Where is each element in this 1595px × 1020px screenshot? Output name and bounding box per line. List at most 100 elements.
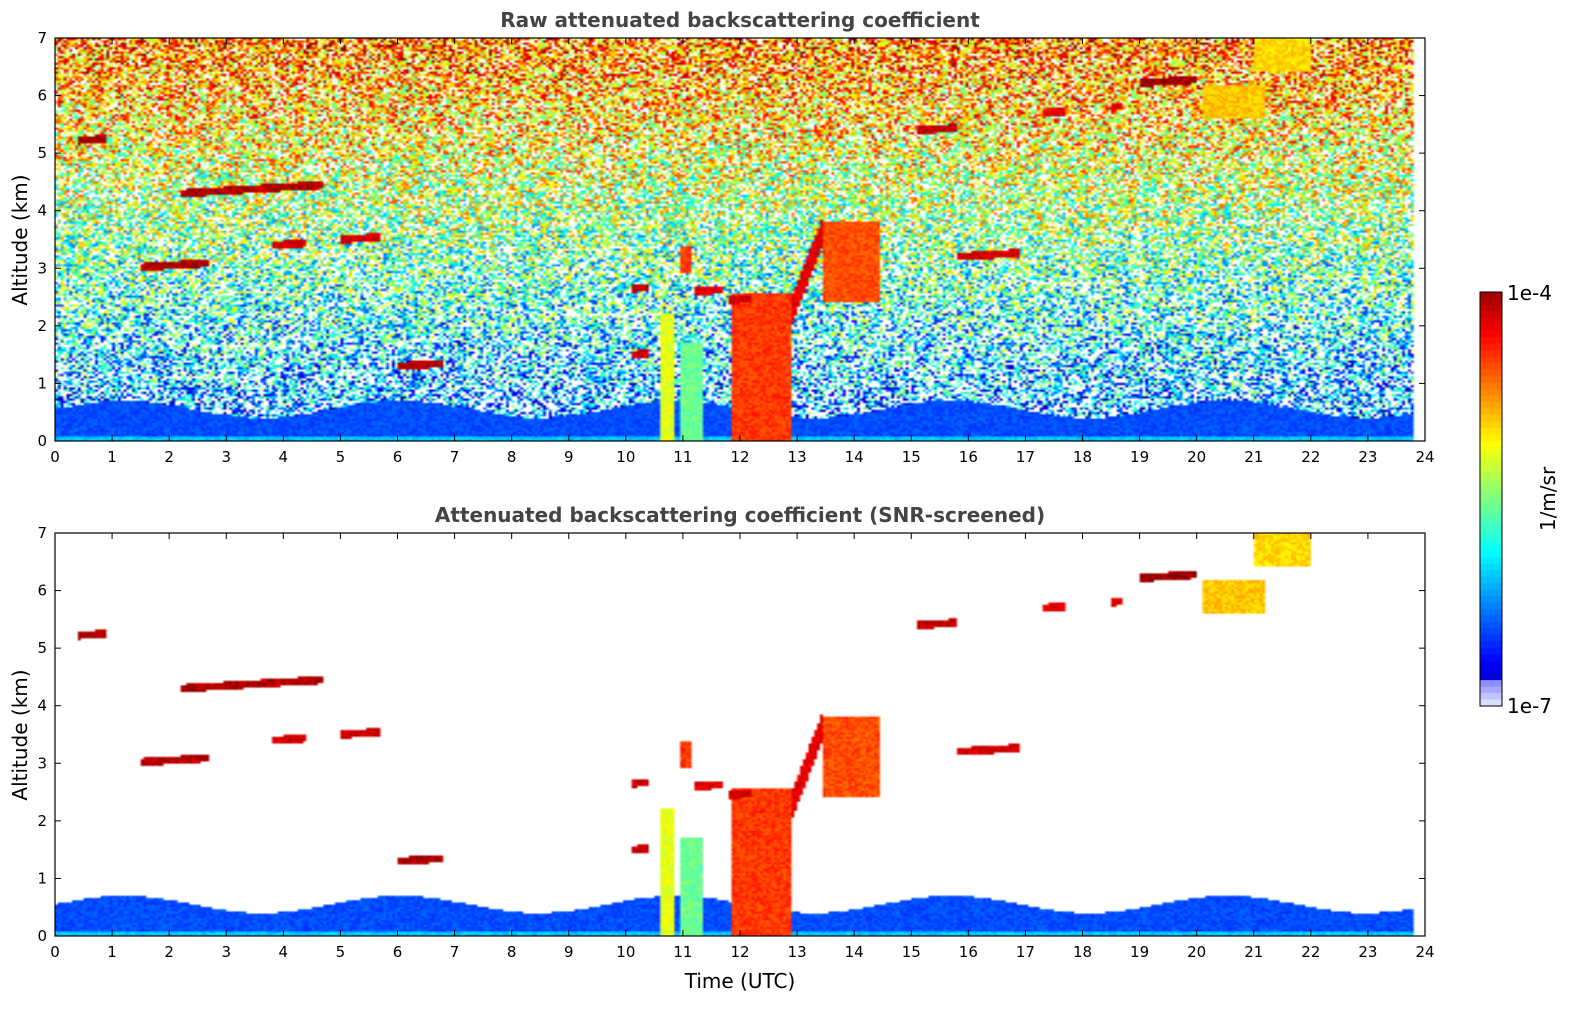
colorbar-band [1480, 537, 1502, 545]
x-tick-label: 18 [1073, 448, 1092, 466]
colorbar-band [1480, 563, 1502, 571]
colorbar-band [1480, 460, 1502, 468]
x-tick-label: 13 [788, 448, 807, 466]
colorbar-band [1480, 499, 1502, 507]
colorbar-band [1480, 602, 1502, 610]
y-tick-label: 4 [37, 202, 47, 220]
colorbar-band [1480, 376, 1502, 384]
x-tick-label: 11 [673, 943, 692, 961]
x-tick-label: 16 [959, 943, 978, 961]
colorbar-band [1480, 304, 1502, 313]
colorbar-band [1480, 369, 1502, 377]
colorbar-unit-label: 1/m/sr [1536, 466, 1560, 531]
colorbar-band [1480, 570, 1502, 578]
colorbar-band [1480, 298, 1502, 306]
y-tick-label: 2 [37, 317, 47, 335]
x-tick-label: 19 [1130, 943, 1149, 961]
x-tick-label: 10 [616, 943, 635, 961]
colorbar-band [1480, 634, 1502, 642]
colorbar-band [1480, 363, 1502, 371]
x-tick-label: 3 [221, 448, 231, 466]
colorbar-band [1480, 414, 1502, 422]
x-tick-label: 20 [1187, 448, 1206, 466]
x-tick-label: 15 [902, 943, 921, 961]
x-tick-label: 4 [279, 448, 289, 466]
colorbar-band [1480, 350, 1502, 358]
colorbar-band [1480, 628, 1502, 636]
x-tick-label: 2 [164, 448, 174, 466]
colorbar-band [1480, 324, 1502, 332]
x-tick-label: 6 [393, 943, 403, 961]
x-tick-label: 9 [564, 943, 574, 961]
colorbar-band [1480, 693, 1502, 701]
x-tick-label: 2 [164, 943, 174, 961]
colorbar-band [1480, 544, 1502, 552]
x-tick-label: 21 [1244, 448, 1263, 466]
x-tick-label: 8 [507, 943, 517, 961]
x-tick-label: 7 [450, 943, 460, 961]
colorbar-band [1480, 440, 1502, 448]
colorbar-band [1480, 621, 1502, 629]
colorbar-band [1480, 311, 1502, 319]
colorbar-band [1480, 660, 1502, 668]
bottom-axes: 0 1 2 3 4 5 6 7 8 9 10 11 12 13 14 15 16 17 18 19 20 21 22 23 24… [37, 524, 1434, 961]
colorbar-band [1480, 583, 1502, 591]
x-tick-label: 5 [336, 448, 346, 466]
y-tick-label: 3 [37, 259, 47, 277]
x-tick-label: 8 [507, 448, 517, 466]
y-tick-label: 1 [37, 869, 47, 887]
colorbar-band [1480, 615, 1502, 623]
colorbar-band [1480, 292, 1502, 300]
x-tick-label: 12 [730, 943, 749, 961]
colorbar-max-label: 1e-4 [1507, 281, 1552, 305]
colorbar-band [1480, 686, 1502, 694]
raw-backscatter-heatmap [55, 38, 1425, 441]
x-tick-label: 3 [221, 943, 231, 961]
x-tick-label: 23 [1358, 448, 1377, 466]
y-tick-label: 7 [37, 524, 47, 542]
colorbar [1480, 292, 1502, 707]
x-tick-label: 15 [902, 448, 921, 466]
colorbar-band [1480, 524, 1502, 532]
y-tick-label: 0 [37, 927, 47, 945]
colorbar-band [1480, 401, 1502, 410]
colorbar-band [1480, 680, 1502, 688]
x-tick-label: 17 [1016, 448, 1035, 466]
x-tick-label: 16 [959, 448, 978, 466]
x-tick-label: 21 [1244, 943, 1263, 961]
colorbar-band [1480, 576, 1502, 584]
y-tick-label: 5 [37, 639, 47, 657]
colorbar-band [1480, 492, 1502, 500]
x-tick-label: 24 [1415, 943, 1434, 961]
x-tick-label: 0 [50, 943, 60, 961]
colorbar-band [1480, 434, 1502, 442]
x-tick-label: 4 [279, 943, 289, 961]
y-tick-label: 2 [37, 812, 47, 830]
snr-screened-backscatter-heatmap [55, 533, 1425, 936]
x-tick-label: 9 [564, 448, 574, 466]
top-panel-title: Raw attenuated backscattering coefficien… [500, 8, 980, 32]
colorbar-band [1480, 466, 1502, 474]
colorbar-band [1480, 673, 1502, 681]
y-tick-label: 0 [37, 432, 47, 450]
colorbar-min-label: 1e-7 [1507, 694, 1552, 718]
colorbar-band [1480, 473, 1502, 481]
colorbar-band [1480, 408, 1502, 416]
top-axes: 0 1 2 3 4 5 6 7 8 9 10 11 12 13 14 15 16 17 18 19 20 21 22 23 24… [37, 29, 1434, 466]
colorbar-band [1480, 596, 1502, 604]
y-tick-label: 1 [37, 374, 47, 392]
x-axis-label: Time (UTC) [684, 969, 796, 993]
x-tick-label: 6 [393, 448, 403, 466]
x-tick-label: 17 [1016, 943, 1035, 961]
colorbar-band [1480, 421, 1502, 429]
colorbar-band [1480, 337, 1502, 345]
x-tick-label: 19 [1130, 448, 1149, 466]
x-tick-label: 0 [50, 448, 60, 466]
y-tick-label: 6 [37, 87, 47, 105]
colorbar-band [1480, 531, 1502, 539]
colorbar-band [1480, 382, 1502, 390]
x-tick-label: 24 [1415, 448, 1434, 466]
x-tick-label: 13 [788, 943, 807, 961]
x-tick-label: 11 [673, 448, 692, 466]
colorbar-band [1480, 356, 1502, 364]
